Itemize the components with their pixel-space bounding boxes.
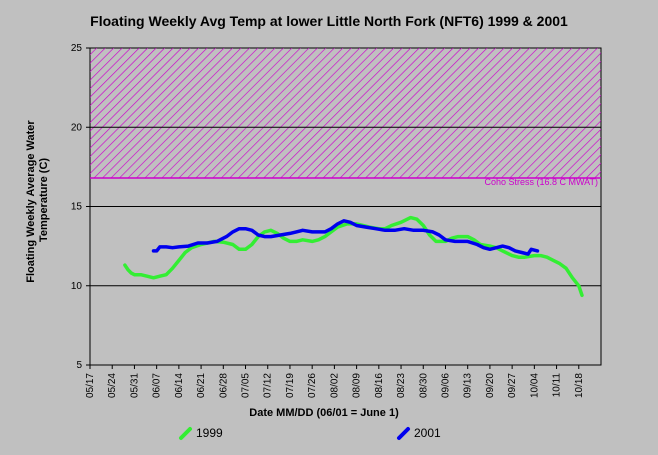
x-tick-label-06-28: 06/28: [218, 373, 229, 398]
x-tick-label-09-13: 09/13: [463, 373, 474, 398]
x-tick-label-08-23: 08/23: [396, 373, 407, 398]
x-tick-label-07-05: 07/05: [241, 373, 252, 398]
x-tick-label-07-19: 07/19: [285, 373, 296, 398]
x-tick-label-06-07: 06/07: [152, 373, 163, 398]
x-tick-label-10-04: 10/04: [529, 373, 540, 398]
x-tick-label-08-02: 08/02: [329, 373, 340, 398]
x-tick-label-10-18: 10/18: [574, 373, 585, 398]
chart-title: Floating Weekly Avg Temp at lower Little…: [90, 13, 568, 29]
x-axis-title: Date MM/DD (06/01 = June 1): [249, 407, 399, 419]
y-axis-title-line-2: Temperature (C): [38, 158, 50, 242]
x-tick-label-05-17: 05/17: [85, 373, 96, 398]
x-tick-label-06-21: 06/21: [196, 373, 207, 398]
y-tick-label-5: 5: [76, 360, 82, 371]
grid-lines: [90, 126, 601, 287]
series-line-2001: [151, 219, 540, 256]
y-tick-label-20: 20: [71, 122, 83, 133]
legend-label-2001: 2001: [414, 426, 441, 440]
y-axis-title-line-1: Floating Weekly Average Water: [25, 120, 37, 283]
x-tick-label-08-16: 08/16: [374, 373, 385, 398]
y-axis: 5 10 15 20 25: [71, 43, 90, 371]
x-axis: 05/17 05/24 05/31 06/07 06/14 06/21 06/28 07/05…: [85, 365, 585, 398]
x-tick-label-09-06: 09/06: [440, 373, 451, 398]
y-tick-label-10: 10: [71, 281, 83, 292]
x-tick-label-09-20: 09/20: [485, 373, 496, 398]
x-tick-label-06-14: 06/14: [174, 373, 185, 398]
x-tick-label-07-26: 07/26: [307, 373, 318, 398]
legend-swatch-2001: [397, 427, 410, 440]
y-axis-title: Floating Weekly Average Water Temperatur…: [25, 117, 50, 282]
legend-label-1999: 1999: [196, 426, 223, 440]
y-tick-label-25: 25: [71, 43, 83, 54]
y-tick-label-15: 15: [71, 202, 83, 213]
stress-band-fill: [90, 48, 601, 178]
x-tick-label-09-27: 09/27: [507, 373, 518, 398]
series-lines: [123, 215, 584, 298]
x-tick-label-08-30: 08/30: [418, 373, 429, 398]
x-tick-label-07-12: 07/12: [263, 373, 274, 398]
legend: 1999 2001: [179, 426, 441, 440]
legend-swatch-1999: [179, 427, 192, 440]
stress-band: [90, 48, 601, 179]
x-tick-label-10-11: 10/11: [552, 373, 563, 398]
x-tick-label-05-24: 05/24: [107, 373, 118, 398]
series-line-1999: [123, 215, 584, 298]
stress-band-label: Coho Stress (16.8 C MWAT): [484, 177, 598, 187]
x-tick-label-08-09: 08/09: [352, 373, 363, 398]
x-tick-label-05-31: 05/31: [129, 373, 140, 398]
